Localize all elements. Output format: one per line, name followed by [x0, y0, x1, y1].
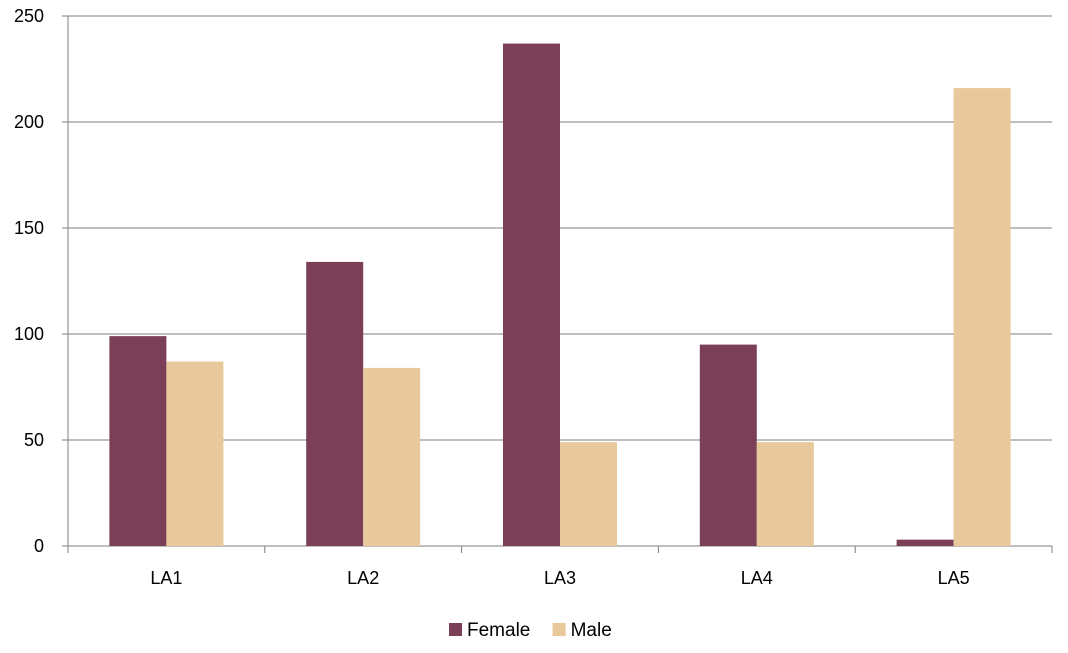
- tick-labels: 0 50 100 150 200 250 LA1 LA2 LA3 LA4 LA5: [14, 6, 970, 588]
- y-tick-label: 50: [24, 430, 44, 450]
- x-tick-label: LA3: [544, 568, 576, 588]
- bar-male-la4: [756, 442, 814, 546]
- legend-label-female: Female: [467, 620, 530, 641]
- bar-male-la5: [953, 88, 1011, 546]
- bars: [109, 43, 1011, 547]
- legend-label-male: Male: [571, 620, 612, 641]
- y-tick-label: 250: [14, 6, 44, 26]
- y-tick-label: 100: [14, 324, 44, 344]
- x-tick-label: LA1: [150, 568, 182, 588]
- bar-female-la1: [109, 336, 167, 546]
- bar-male-la2: [363, 367, 421, 546]
- bar-male-la1: [166, 361, 224, 546]
- y-tick-label: 150: [14, 218, 44, 238]
- bar-female-la3: [503, 43, 560, 547]
- legend-swatch-female: [449, 623, 462, 636]
- bar-female-la4: [699, 344, 757, 546]
- bar-female-la2: [306, 261, 364, 546]
- bar-female-la5: [896, 539, 954, 546]
- legend: Female Male: [449, 620, 612, 641]
- x-tick-label: LA5: [938, 568, 970, 588]
- bar-male-la3: [560, 442, 617, 546]
- y-tick-label: 0: [34, 536, 44, 556]
- x-tick-label: LA2: [347, 568, 379, 588]
- x-tick-label: LA4: [741, 568, 773, 588]
- y-tick-label: 200: [14, 112, 44, 132]
- legend-swatch-male: [552, 623, 566, 636]
